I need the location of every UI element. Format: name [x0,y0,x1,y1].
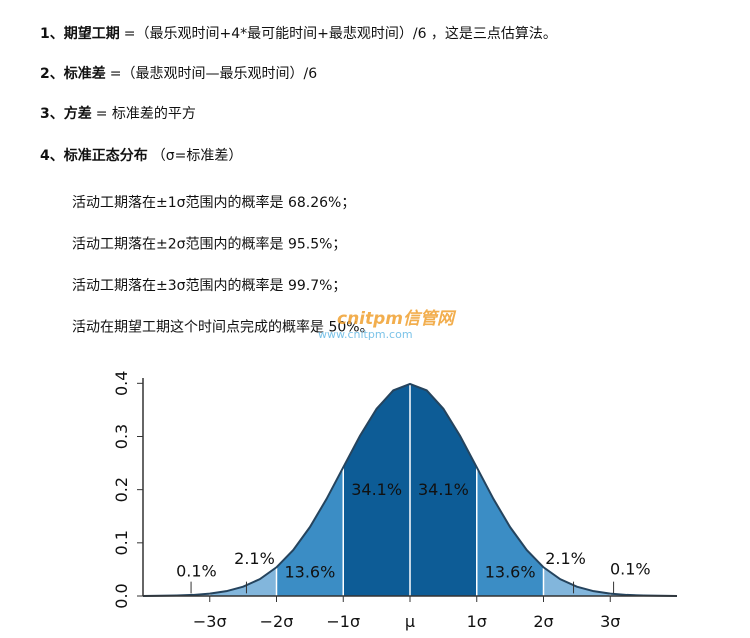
item-term: 期望工期 [64,25,120,42]
y-tick-label: 0.3 [112,424,131,449]
x-tick-label: −1σ [326,612,360,631]
item-term: 标准差 [63,65,106,82]
x-tick-label: 2σ [533,612,553,631]
band-label: 0.1% [176,561,217,580]
note: 活动工期落在±1σ范围内的概率是 68.26%； [72,194,355,211]
band-area [209,567,277,596]
band-label: 34.1% [351,480,402,499]
x-tick-label: 1σ [467,612,487,631]
x-tick-label: −2σ [260,612,294,631]
watermark-url: www.cnitpm.com [318,328,413,341]
normal-distribution-chart: 0.1% 2.1% 13.6% 34.1% 34.1% 13.6% 2.1% 0.1% 0.0 0… [112,371,678,631]
y-tick-label: 0.2 [112,477,131,502]
band-label: 2.1% [234,549,275,568]
curve [142,382,678,597]
band-area [543,567,611,596]
item-text: = 标准差的平方 [96,106,196,122]
item: 2、标准差 =（最悲观时间—最乐观时间）/6 [40,65,317,82]
x-tick-label: μ [405,612,415,631]
item-number: 3、 [40,106,64,122]
band-label: 13.6% [485,562,536,581]
y-tick-label: 0.0 [112,583,131,608]
band-label: 13.6% [284,562,335,581]
item-number: 4、 [40,148,64,164]
item-term: 方差 [64,105,92,122]
item-number: 2、 [40,66,64,82]
y-tick-label: 0.1 [112,530,131,555]
x-tick-label: −3σ [193,612,227,631]
note: 活动工期落在±2σ范围内的概率是 95.5%； [72,236,346,253]
item-term: 标准正态分布 [63,147,148,164]
x-tick-label: 3σ [600,612,620,631]
band-label: 0.1% [610,560,651,579]
item-text: （σ=标准差） [152,148,243,164]
item-number: 1、 [40,26,64,42]
item-text: =（最乐观时间+4*最可能时间+最悲观时间）/6 ，这是三点估算法。 [124,25,557,42]
note: 活动工期落在±3σ范围内的概率是 99.7%； [72,277,346,294]
item: 4、标准正态分布 （σ=标准差） [40,147,242,164]
item: 1、期望工期 =（最乐观时间+4*最可能时间+最悲观时间）/6 ，这是三点估算法。 [40,25,557,42]
watermark-logo: cnitpm信管网 [337,309,457,329]
y-tick-label: 0.4 [112,371,131,396]
note: 活动在期望工期这个时间点完成的概率是 50%。 [72,319,374,336]
item: 3、方差 = 标准差的平方 [40,105,196,122]
band-label: 2.1% [545,549,586,568]
item-text: =（最悲观时间—最乐观时间）/6 [110,65,317,82]
band-label: 34.1% [418,480,469,499]
